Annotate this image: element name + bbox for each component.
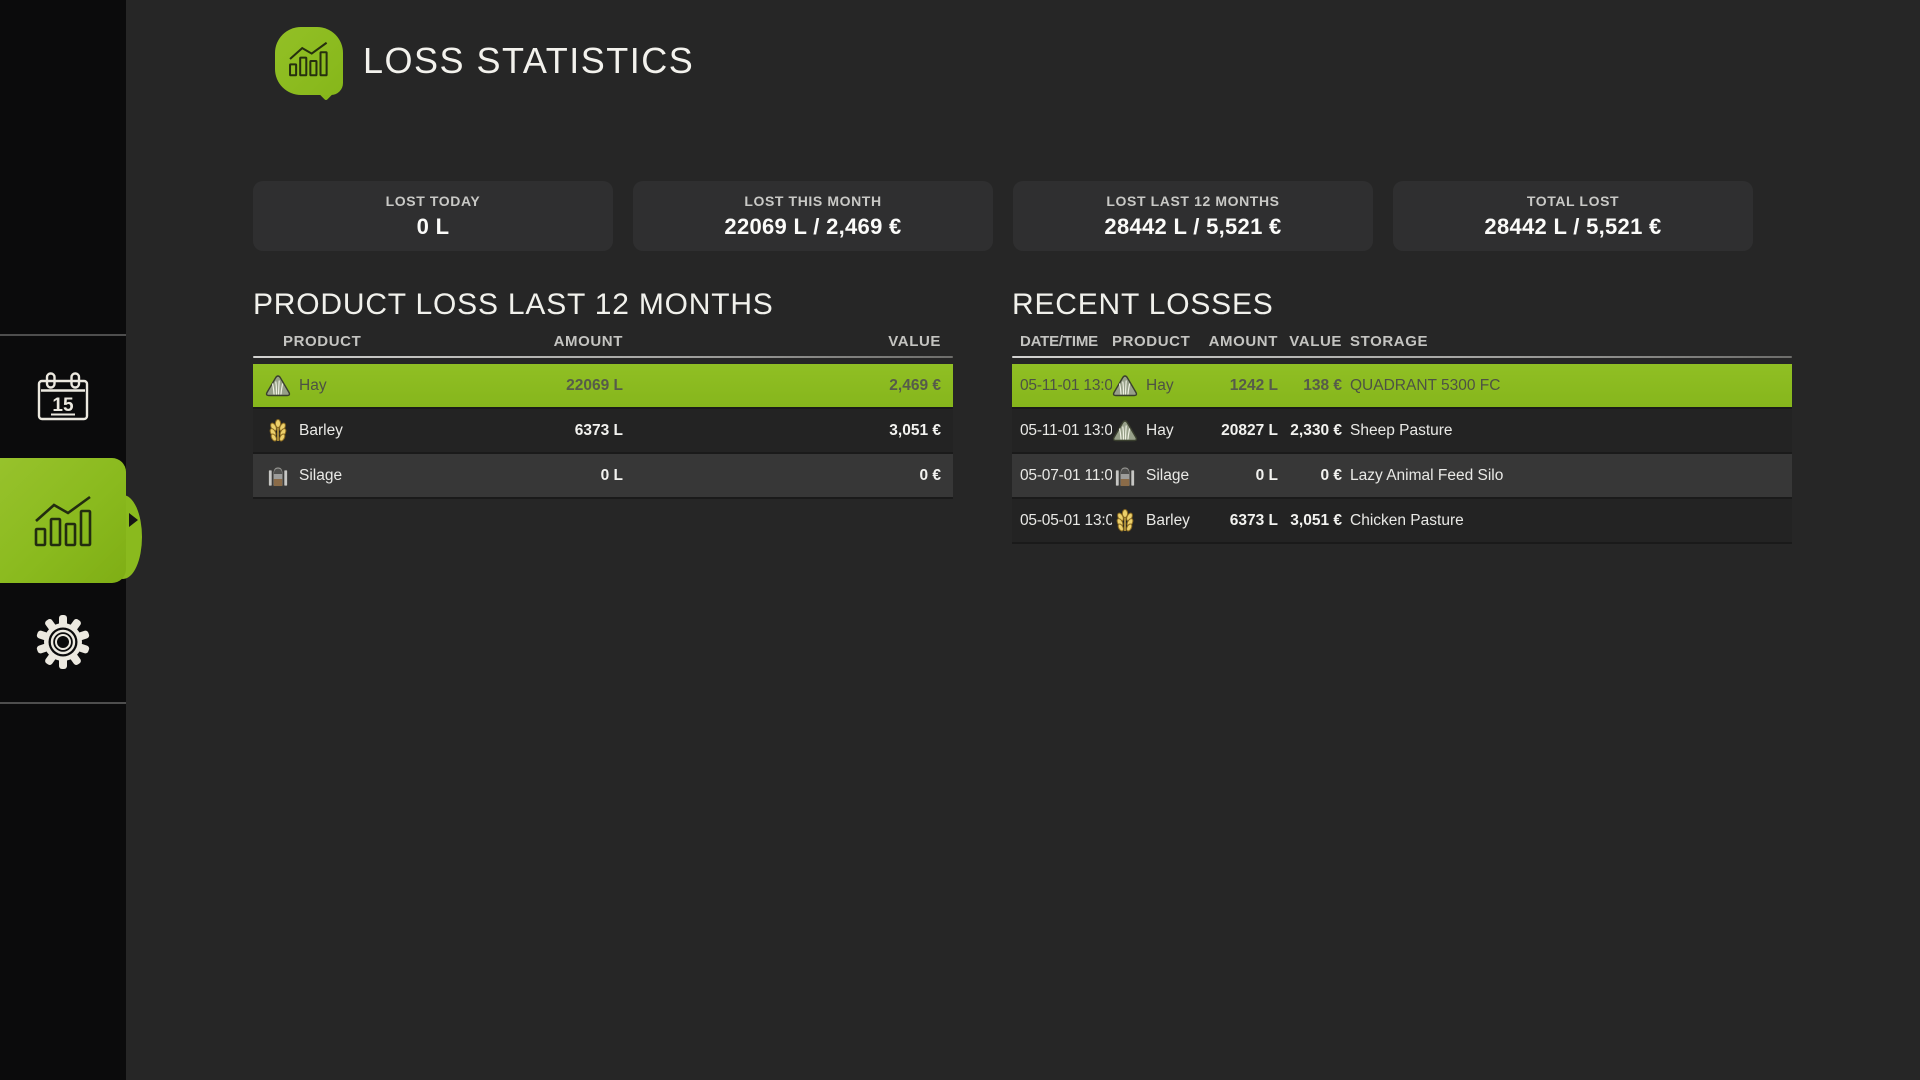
active-indicator-arrow (129, 513, 138, 527)
table-row-loss-silage[interactable]: 05-07-01 11:00 Silage 0 L 0 € Lazy Anima… (1012, 454, 1792, 499)
stat-card-value: 0 L (416, 213, 450, 239)
hay-icon (1112, 374, 1138, 396)
barley-icon (268, 418, 288, 443)
app-icon (275, 27, 343, 101)
value-cell: 0 € (919, 466, 941, 484)
calendar-day-label: 15 (52, 395, 74, 416)
amount-cell: 0 L (600, 466, 623, 484)
amount-cell: 0 L (1255, 466, 1278, 484)
product-name: Silage (1146, 466, 1190, 484)
silage-icon (268, 466, 288, 486)
barley-icon (1115, 508, 1135, 533)
sidebar-divider-bottom (0, 702, 126, 704)
product-name: Hay (299, 376, 327, 394)
stat-card-label: LOST TODAY (385, 192, 481, 209)
product-loss-header: PRODUCT AMOUNT VALUE (253, 328, 953, 354)
sidebar-item-statistics-active[interactable] (0, 458, 142, 583)
stat-cards-row: LOST TODAY 0 L LOST THIS MONTH 22069 L /… (253, 181, 1753, 251)
value-cell: 3,051 € (889, 421, 941, 439)
stat-card-label: LOST THIS MONTH (744, 192, 882, 209)
silage-icon (1115, 466, 1135, 486)
product-name: Barley (1146, 511, 1190, 529)
datetime-cell: 05-11-01 13:00 (1020, 376, 1112, 394)
amount-cell: 6373 L (1229, 511, 1278, 529)
datetime-cell: 05-11-01 13:00 (1020, 421, 1112, 439)
column-header-value: VALUE (1289, 332, 1342, 350)
table-row-loss-hay-2[interactable]: 05-11-01 13:00 Hay 20827 L 2,330 € Sheep… (1012, 409, 1792, 454)
product-name: Barley (299, 421, 343, 439)
stat-card-lost-today: LOST TODAY 0 L (253, 181, 613, 251)
product-name: Silage (299, 466, 343, 484)
stat-card-value: 22069 L / 2,469 € (724, 213, 902, 239)
active-item-pill (0, 458, 126, 583)
amount-cell: 20827 L (1221, 421, 1278, 439)
recent-losses-title: RECENT LOSSES (1012, 288, 1274, 321)
calendar-icon: 15 (37, 372, 89, 421)
column-header-storage: STORAGE (1350, 332, 1429, 350)
hay-icon (265, 374, 291, 396)
amount-cell: 6373 L (574, 421, 623, 439)
storage-cell: Sheep Pasture (1350, 421, 1453, 439)
page-header: LOSS STATISTICS (275, 27, 695, 101)
table-row-loss-barley[interactable]: 05-05-01 13:00 Barley 6373 L 3,051 € Chi… (1012, 499, 1792, 544)
sidebar-divider-top (0, 334, 126, 336)
product-name: Hay (1146, 421, 1174, 439)
header-underline (253, 356, 953, 358)
table-row-barley[interactable]: Barley 6373 L 3,051 € (253, 409, 953, 454)
table-row-loss-hay-1[interactable]: 05-11-01 13:00 Hay 1242 L 138 € QUADRANT… (1012, 364, 1792, 409)
gear-icon (36, 615, 90, 669)
stat-card-label: TOTAL LOST (1526, 192, 1620, 209)
column-header-amount: AMOUNT (553, 332, 623, 350)
storage-cell: Lazy Animal Feed Silo (1350, 466, 1504, 484)
hay-icon (1112, 419, 1138, 441)
value-cell: 0 € (1320, 466, 1342, 484)
product-loss-rows: Hay 22069 L 2,469 € Barley 6373 L 3,051 … (253, 364, 953, 499)
product-name: Hay (1146, 376, 1174, 394)
stat-card-lost-last-12-months: LOST LAST 12 MONTHS 28442 L / 5,521 € (1013, 181, 1373, 251)
recent-losses-header: DATE/TIME PRODUCT AMOUNT VALUE STORAGE (1012, 328, 1792, 354)
datetime-cell: 05-05-01 13:00 (1020, 511, 1112, 529)
header-underline (1012, 356, 1792, 358)
product-loss-title: PRODUCT LOSS LAST 12 MONTHS (253, 288, 774, 321)
stat-card-total-lost: TOTAL LOST 28442 L / 5,521 € (1393, 181, 1753, 251)
table-row-hay[interactable]: Hay 22069 L 2,469 € (253, 364, 953, 409)
sidebar: 15 (0, 0, 142, 1080)
column-header-product: PRODUCT (1112, 332, 1191, 350)
column-header-datetime: DATE/TIME (1020, 332, 1098, 350)
app-icon-shape (275, 27, 343, 95)
amount-cell: 1242 L (1229, 376, 1278, 394)
column-header-amount: AMOUNT (1208, 332, 1278, 350)
datetime-cell: 05-07-01 11:00 (1020, 466, 1112, 484)
value-cell: 3,051 € (1290, 511, 1342, 529)
column-header-value: VALUE (888, 332, 941, 350)
sidebar-item-settings[interactable] (0, 592, 126, 692)
stat-card-lost-this-month: LOST THIS MONTH 22069 L / 2,469 € (633, 181, 993, 251)
sidebar-item-calendar[interactable]: 15 (0, 348, 126, 448)
bar-chart-icon (289, 41, 328, 77)
bar-chart-icon (34, 495, 92, 546)
page-title: LOSS STATISTICS (363, 40, 695, 81)
table-row-silage[interactable]: Silage 0 L 0 € (253, 454, 953, 499)
value-cell: 2,469 € (889, 376, 941, 394)
value-cell: 138 € (1303, 376, 1342, 394)
value-cell: 2,330 € (1290, 421, 1342, 439)
column-header-product: PRODUCT (283, 332, 362, 350)
amount-cell: 22069 L (566, 376, 623, 394)
stat-card-value: 28442 L / 5,521 € (1484, 213, 1662, 239)
storage-cell: QUADRANT 5300 FC (1350, 376, 1501, 394)
recent-losses-table: RECENT LOSSES DATE/TIME PRODUCT AMOUNT V… (1012, 288, 1792, 544)
product-loss-table: PRODUCT LOSS LAST 12 MONTHS PRODUCT AMOU… (253, 288, 953, 499)
stat-card-label: LOST LAST 12 MONTHS (1106, 192, 1280, 209)
storage-cell: Chicken Pasture (1350, 511, 1464, 529)
recent-losses-rows: 05-11-01 13:00 Hay 1242 L 138 € QUADRANT… (1012, 364, 1792, 544)
stat-card-value: 28442 L / 5,521 € (1104, 213, 1282, 239)
